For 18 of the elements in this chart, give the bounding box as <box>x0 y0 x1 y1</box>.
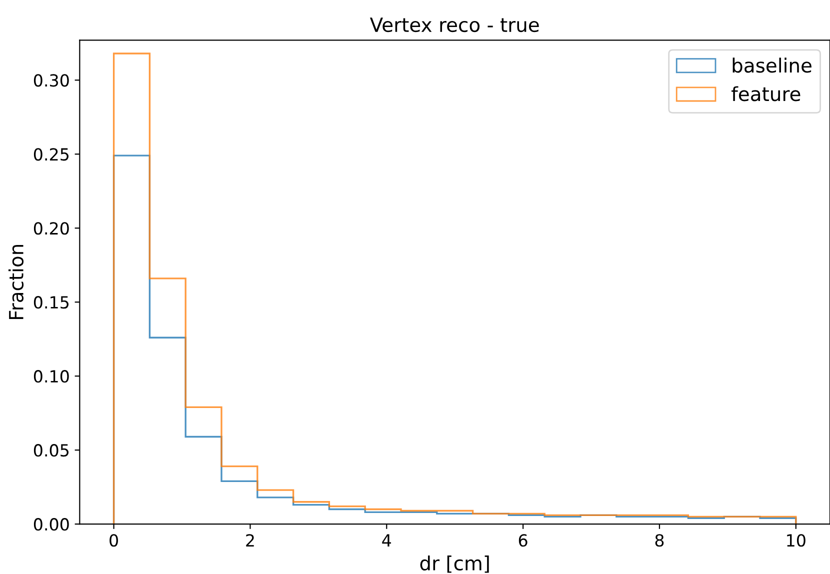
legend-label: baseline <box>732 58 812 73</box>
y-tick-label: 0.20 <box>34 222 69 235</box>
legend-label: feature <box>732 86 800 102</box>
y-tick-label: 0.15 <box>34 296 68 309</box>
y-tick-label: 0.30 <box>34 74 69 87</box>
x-tick-label: 6 <box>518 534 528 547</box>
y-tick-label: 0.05 <box>34 444 68 457</box>
x-tick-label: 8 <box>655 534 664 547</box>
x-tick-label: 0 <box>110 534 118 547</box>
x-tick-label: 10 <box>787 534 806 547</box>
chart-title: Vertex reco - true <box>370 18 539 32</box>
y-tick-label: 0.00 <box>34 518 69 531</box>
y-tick-label: 0.10 <box>34 370 69 383</box>
y-tick-label: 0.25 <box>34 148 68 161</box>
y-axis-title: Fraction <box>8 244 24 320</box>
x-axis-title: dr [cm] <box>420 555 489 573</box>
x-tick-label: 4 <box>382 534 391 546</box>
x-tick-label: 2 <box>246 534 254 546</box>
